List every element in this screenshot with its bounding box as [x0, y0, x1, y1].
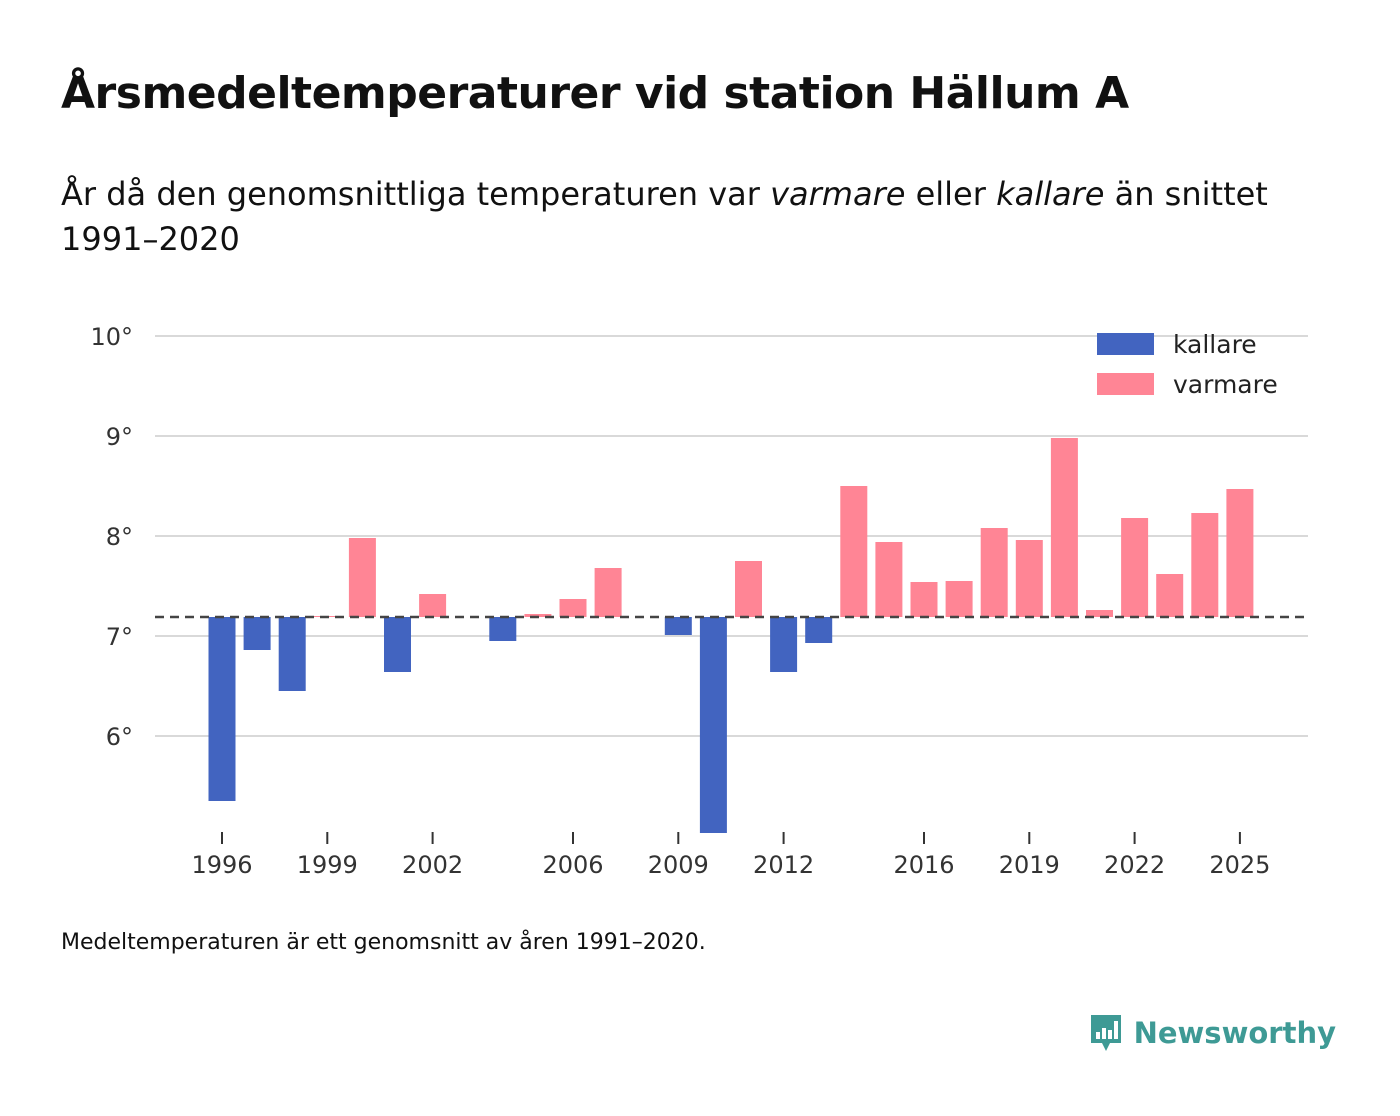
bar-2005 [524, 614, 552, 617]
bar-2020 [1050, 438, 1078, 617]
legend-swatch-colder [1097, 333, 1154, 355]
y-tick-label: 9° [106, 423, 133, 451]
x-tick-label: 1996 [191, 851, 252, 879]
subtitle-text-2: eller [905, 175, 997, 213]
bar-2012 [770, 617, 798, 672]
x-tick-label: 2002 [402, 851, 463, 879]
x-tick-label: 2022 [1104, 851, 1165, 879]
x-axis: 1996 1999 2002 2006 2009 2012 2016 2019 2022 2025 [191, 832, 1270, 879]
brand-name: Newsworthy [1133, 1016, 1336, 1050]
bar-2006 [559, 599, 587, 617]
bar-2024 [1191, 513, 1219, 617]
chart-subtitle: År då den genomsnittliga temperaturen va… [61, 172, 1291, 262]
legend-swatch-warmer [1097, 373, 1154, 395]
legend: kallare varmare [1097, 330, 1278, 399]
bar-1997 [243, 617, 271, 650]
y-tick-label: 10° [90, 323, 133, 351]
y-tick-label: 7° [106, 623, 133, 651]
subtitle-text-1: År då den genomsnittliga temperaturen va… [61, 175, 771, 213]
legend-label-warmer: varmare [1173, 370, 1278, 399]
x-tick-label: 2016 [893, 851, 954, 879]
bar-2011 [735, 561, 762, 617]
footnote: Medeltemperaturen är ett genomsnitt av å… [61, 930, 706, 955]
bar-2009 [664, 617, 692, 635]
bar-2022 [1121, 518, 1149, 617]
y-tick-label: 8° [106, 523, 133, 551]
bar-2013 [805, 617, 833, 643]
bar-2017 [945, 581, 973, 617]
newsworthy-logo-icon [1090, 1015, 1121, 1051]
x-tick-label: 2025 [1209, 851, 1270, 879]
x-tick-label: 2009 [648, 851, 709, 879]
bar-1996 [208, 617, 236, 801]
subtitle-warmer: varmare [770, 175, 906, 213]
x-tick-label: 2019 [999, 851, 1060, 879]
bar-2004 [489, 617, 517, 641]
bar-2001 [384, 617, 411, 672]
brand-logo: Newsworthy [1088, 1012, 1336, 1054]
bar-2016 [910, 582, 938, 617]
bar-2002 [419, 594, 447, 617]
x-tick-label: 2006 [542, 851, 603, 879]
subtitle-colder: kallare [996, 175, 1105, 213]
bar-2010 [699, 617, 727, 833]
bar-1998 [278, 617, 306, 691]
bar-2015 [875, 542, 903, 617]
bar-2007 [594, 568, 622, 617]
bar-chart: 6° 7° 8° 9° 10° 1996 1999 2002 2006 2009 2012 2016… [90, 323, 1308, 879]
bar-2019 [1015, 540, 1043, 617]
y-tick-label: 6° [106, 723, 133, 751]
bar-2000 [348, 538, 376, 617]
y-axis-labels: 6° 7° 8° 9° 10° [90, 323, 133, 751]
bar-2018 [980, 528, 1008, 617]
bar-2021 [1086, 610, 1113, 617]
bar-2025 [1226, 489, 1254, 617]
grid-lines [155, 335, 1308, 737]
bar-2023 [1156, 574, 1184, 617]
x-tick-label: 1999 [297, 851, 358, 879]
bar-2014 [840, 486, 868, 617]
chart-title: Årsmedeltemperaturer vid station Hällum … [61, 68, 1129, 119]
legend-label-colder: kallare [1173, 330, 1257, 359]
bars [208, 438, 1254, 833]
x-tick-label: 2012 [753, 851, 814, 879]
subtitle-text-3: än snittet 1991–2020 [61, 175, 1268, 258]
